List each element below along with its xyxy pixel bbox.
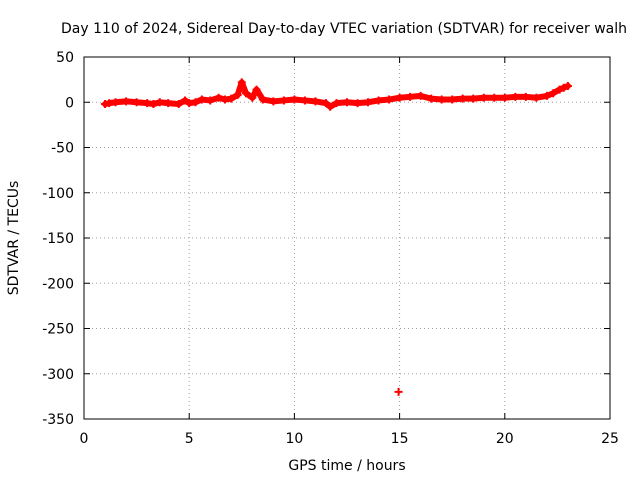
data-point (326, 102, 335, 111)
data-point (214, 93, 223, 102)
data-point (559, 83, 568, 92)
y-tick-label: 0 (65, 95, 74, 111)
x-tick-label: 25 (601, 431, 619, 447)
plot-frame (83, 56, 611, 420)
data-point (406, 92, 415, 101)
data-point (364, 98, 373, 107)
data-point (237, 78, 246, 87)
y-tick-label: -150 (42, 231, 74, 247)
x-tick-label: 0 (80, 431, 89, 447)
grid-lines (84, 57, 610, 419)
data-point (197, 95, 206, 104)
x-tick-label: 20 (496, 431, 514, 447)
data-point (563, 81, 572, 90)
y-tick-label: 50 (56, 50, 74, 66)
y-axis-label: SDTVAR / TECUs (6, 181, 22, 296)
y-tick-label: -50 (51, 141, 74, 157)
x-tick-label: 15 (391, 431, 409, 447)
data-point (521, 92, 530, 101)
data-point (300, 96, 309, 105)
y-tick-label: -100 (42, 186, 74, 202)
data-point (149, 100, 158, 109)
chart-title: Day 110 of 2024, Sidereal Day-to-day VTE… (61, 21, 627, 37)
data-point (279, 96, 288, 105)
data-point (353, 99, 362, 108)
y-tick-label: -350 (42, 412, 74, 428)
y-tick-label: -250 (42, 322, 74, 338)
data-points (101, 78, 572, 396)
x-axis-label: GPS time / hours (288, 458, 405, 474)
data-point (321, 99, 330, 108)
data-point (500, 93, 509, 102)
data-point (542, 91, 551, 100)
x-tick-label: 5 (185, 431, 194, 447)
data-point (180, 96, 189, 105)
data-point (490, 93, 499, 102)
data-point (532, 93, 541, 102)
data-point (132, 98, 141, 107)
data-point (479, 93, 488, 102)
data-point (206, 96, 215, 105)
data-point (555, 85, 564, 94)
data-point (269, 97, 278, 106)
data-point (258, 95, 267, 104)
data-point (290, 95, 299, 104)
data-point (155, 98, 164, 107)
data-point (242, 89, 251, 98)
data-point (191, 98, 200, 107)
data-point (111, 98, 120, 107)
x-axis-ticks: 0 5 10 15 20 25 (80, 57, 619, 447)
y-tick-label: -200 (42, 276, 74, 292)
data-point (332, 99, 341, 108)
data-point (437, 95, 446, 104)
data-point (252, 85, 261, 94)
data-point (416, 91, 425, 100)
data-point (427, 94, 436, 103)
y-axis-ticks: 50 0 -50 -100 -150 -200 -250 -300 -350 (42, 50, 610, 428)
data-point (374, 96, 383, 105)
data-point (233, 91, 242, 100)
data-point (385, 95, 394, 104)
data-point (311, 97, 320, 106)
y-tick-label: -300 (42, 367, 74, 383)
data-point (122, 97, 131, 106)
data-point (549, 89, 558, 98)
data-point (248, 93, 257, 102)
data-point (174, 100, 183, 109)
data-point (511, 92, 520, 101)
data-point (343, 98, 351, 107)
data-point (394, 387, 403, 396)
data-point (395, 93, 404, 102)
data-point (164, 99, 173, 108)
x-tick-label: 10 (285, 431, 303, 447)
data-point (458, 94, 467, 103)
data-point (227, 94, 236, 103)
data-point (469, 94, 478, 103)
data-point (448, 95, 457, 104)
